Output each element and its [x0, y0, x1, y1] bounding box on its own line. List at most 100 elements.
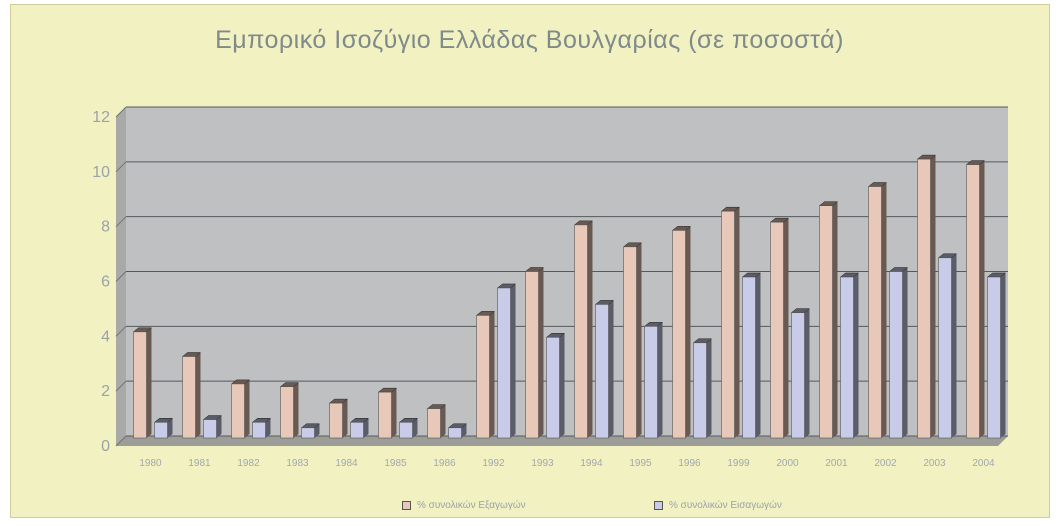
x-tick-label: 1995: [629, 458, 652, 469]
bar-side: [293, 382, 299, 438]
y-tick-label: 6: [101, 274, 110, 291]
bar: [574, 224, 588, 439]
bar-side: [440, 404, 446, 438]
x-tick-label: 1993: [531, 458, 554, 469]
bar: [840, 276, 854, 439]
legend-swatch-exports: [402, 500, 411, 510]
bar: [889, 271, 903, 439]
y-tick-label: 2: [101, 383, 110, 400]
bar-side: [195, 352, 201, 438]
bar: [154, 421, 168, 439]
gridline-depth: [115, 271, 127, 282]
x-tick-label: 1985: [384, 458, 407, 469]
bar: [868, 186, 882, 439]
bar-side: [587, 220, 593, 438]
plot-floor: [116, 436, 1008, 446]
bar: [182, 356, 196, 439]
bar: [693, 342, 707, 439]
bar: [378, 391, 392, 439]
bar: [350, 421, 364, 439]
x-tick-label: 2003: [923, 458, 946, 469]
y-tick-label: 8: [101, 219, 110, 236]
x-tick-label: 2002: [874, 458, 897, 469]
x-tick-label: 1983: [286, 458, 309, 469]
bar-side: [853, 272, 859, 438]
legend-label-exports: % συνολικών Εξαγωγών: [417, 500, 526, 511]
bar-side: [734, 207, 740, 438]
bar-side: [244, 379, 250, 438]
bar: [497, 287, 511, 439]
legend-label-imports: % συνολικών Εισαγωγών: [669, 500, 782, 511]
bar-side: [881, 182, 887, 438]
bar: [231, 383, 245, 439]
x-tick-label: 1984: [335, 458, 358, 469]
bar-side: [832, 201, 838, 438]
bar: [672, 230, 686, 439]
gridline-depth: [115, 106, 127, 118]
bar: [252, 421, 266, 439]
y-tick-label: 4: [101, 328, 110, 345]
bar-side: [146, 327, 152, 438]
bar-side: [167, 418, 173, 438]
bar: [721, 210, 735, 439]
bar: [791, 312, 805, 439]
bar-side: [216, 415, 222, 438]
gridline-depth: [115, 161, 127, 173]
x-tick-label: 2000: [776, 458, 799, 469]
y-tick-label: 12: [92, 109, 110, 126]
legend-item-exports: % συνολικών Εξαγωγών: [402, 500, 526, 511]
x-tick-label: 1996: [678, 458, 701, 469]
legend-swatch-imports: [654, 500, 663, 510]
bar: [280, 386, 294, 439]
bar-side: [342, 399, 348, 438]
bar: [329, 402, 343, 439]
bar-side: [510, 283, 516, 438]
bar-side: [391, 388, 397, 438]
x-tick-label: 1992: [482, 458, 505, 469]
bar-side: [461, 423, 467, 438]
bar: [133, 331, 147, 439]
x-tick-label: 2004: [972, 458, 995, 469]
bar: [525, 271, 539, 439]
bar-side: [685, 226, 691, 438]
legend-item-imports: % συνολικών Εισαγωγών: [654, 500, 782, 511]
bar-side: [930, 155, 936, 438]
gridline-depth: [115, 380, 127, 392]
x-tick-label: 1994: [580, 458, 603, 469]
bar-side: [489, 311, 495, 438]
bar-side: [1000, 272, 1006, 438]
bar-side: [559, 333, 565, 438]
bar: [742, 276, 756, 439]
bar: [917, 158, 931, 439]
x-tick-label: 1982: [237, 458, 260, 469]
x-tick-label: 1981: [188, 458, 211, 469]
bar-side: [608, 300, 614, 438]
bar-side: [314, 423, 320, 438]
bar: [987, 276, 1001, 439]
bar: [819, 205, 833, 439]
bar: [644, 326, 658, 439]
bar: [623, 246, 637, 439]
bar: [966, 164, 980, 439]
bar: [399, 421, 413, 439]
gridline-depth: [115, 216, 127, 228]
bar-side: [902, 267, 908, 438]
bar-side: [412, 418, 418, 438]
bar-side: [265, 418, 271, 438]
bar-side: [804, 308, 810, 438]
bar-side: [636, 242, 642, 438]
bar: [301, 427, 315, 439]
bar: [427, 408, 441, 439]
x-tick-label: 1986: [433, 458, 456, 469]
bar: [770, 221, 784, 439]
bar-side: [363, 418, 369, 438]
bar-side: [657, 322, 663, 438]
bar: [546, 336, 560, 439]
y-tick-label: 10: [92, 164, 110, 181]
x-tick-label: 1980: [139, 458, 162, 469]
bar: [595, 304, 609, 439]
bar-side: [979, 160, 985, 438]
gridline-depth: [115, 325, 127, 337]
bar-side: [951, 253, 957, 438]
